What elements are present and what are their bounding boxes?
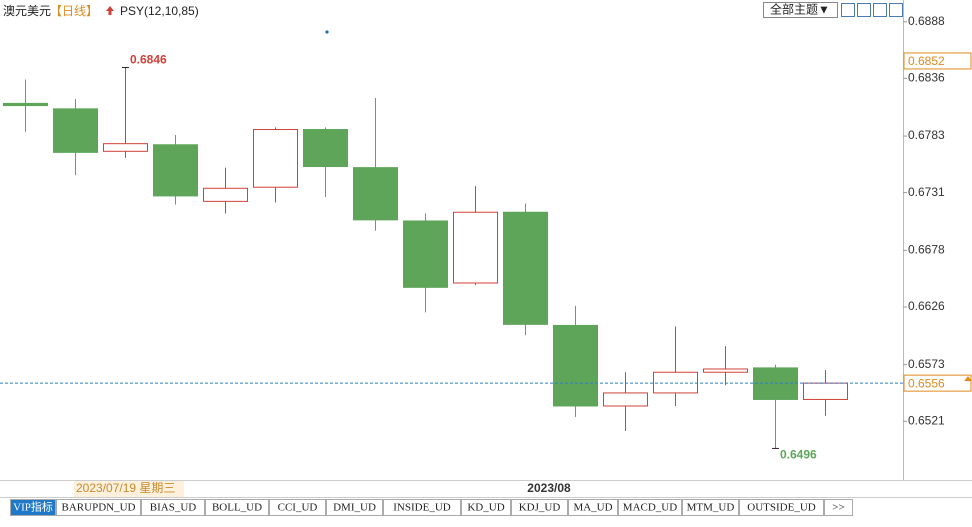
indicator-tab-label[interactable]: VIP指标 <box>13 500 53 514</box>
indicator-tab[interactable] <box>739 499 824 516</box>
y-tick-label: 0.6836 <box>908 71 945 85</box>
candle-body <box>403 220 448 288</box>
candle-body <box>703 368 748 373</box>
indicator-tab[interactable] <box>10 499 56 516</box>
indicator-tab[interactable] <box>205 499 269 516</box>
indicator-tab[interactable] <box>326 499 383 516</box>
indicator-tab-label[interactable]: MA_UD <box>573 502 612 514</box>
candle-body <box>803 382 848 400</box>
indicator-tab-label[interactable]: KD_UD <box>467 502 504 514</box>
y-tick-label: 0.6521 <box>908 413 945 427</box>
indicator-tab[interactable] <box>511 499 568 516</box>
nav-button[interactable] <box>857 3 871 17</box>
last-price-box <box>903 374 972 392</box>
indicator-tab[interactable] <box>824 499 853 516</box>
candle-body <box>253 129 298 188</box>
last-price-label: 0.6556 <box>908 376 945 390</box>
nav-buttons[interactable] <box>841 3 903 17</box>
y-tick-label: 0.6783 <box>908 128 945 142</box>
indicator: PSY(12,10,85) <box>120 4 199 18</box>
y-tick-label: 0.6573 <box>908 357 945 371</box>
indicator-tab[interactable] <box>682 499 739 516</box>
indicator-tab-label[interactable]: KDJ_UD <box>519 502 561 514</box>
y-tick-label: 0.6626 <box>908 299 945 313</box>
candle-body <box>103 143 148 152</box>
nav-button[interactable] <box>873 3 887 17</box>
high-label: 0.6846 <box>130 53 167 67</box>
indicator-tab-label[interactable]: BARUPDN_UD <box>62 502 136 514</box>
candle-body <box>603 392 648 407</box>
candle-body <box>503 211 548 325</box>
indicator-tab-label[interactable]: DMI_UD <box>333 502 376 514</box>
nav-button[interactable] <box>841 3 855 17</box>
indicator-tab-label[interactable]: MTM_UD <box>687 502 735 514</box>
marker-dot <box>325 30 329 34</box>
indicator-tab[interactable] <box>56 499 141 516</box>
y-tick-label: 0.6888 <box>908 14 945 28</box>
indicator-tab[interactable] <box>461 499 511 516</box>
candle-body <box>653 371 698 394</box>
y-tick-label: 0.6678 <box>908 243 945 257</box>
candle-body <box>753 367 798 400</box>
indicator-tab[interactable] <box>141 499 205 516</box>
price-tag-box <box>903 52 972 70</box>
cursor-label-bg <box>74 481 184 497</box>
indicator-tab[interactable] <box>383 499 461 516</box>
indicator-tab[interactable] <box>618 499 682 516</box>
y-tick-label: 0.6731 <box>908 185 945 199</box>
indicator-tab-label[interactable]: BOLL_UD <box>212 502 262 514</box>
candle-body <box>53 108 98 153</box>
candle-body <box>553 324 598 407</box>
theme-button-label[interactable]: 全部主题▼ <box>770 2 830 17</box>
cursor-label: 2023/07/19 星期三 <box>76 481 175 495</box>
candle-body <box>353 167 398 221</box>
candle-body <box>153 144 198 197</box>
x-tick-label: 2023/08 <box>527 481 571 495</box>
indicator-tab-label[interactable]: OUTSIDE_UD <box>747 502 815 514</box>
candle-body <box>203 187 248 202</box>
indicator-tab[interactable] <box>269 499 326 516</box>
indicator-tab-label[interactable]: BIAS_UD <box>150 502 197 514</box>
last-price-arrow <box>964 376 972 382</box>
indicator-tab-label[interactable]: MACD_UD <box>623 502 677 514</box>
nav-button[interactable] <box>889 3 903 17</box>
price-tag-label: 0.6852 <box>908 54 945 68</box>
candle-body <box>453 211 498 284</box>
symbol: 澳元美元 <box>3 4 51 18</box>
candle-body <box>303 129 348 168</box>
indicator-tab[interactable] <box>568 499 618 516</box>
indicator-tab-label[interactable]: >> <box>832 502 844 514</box>
indicator-icon <box>106 6 114 15</box>
theme-button[interactable] <box>763 2 838 18</box>
indicator-tab-label[interactable]: CCI_UD <box>278 502 318 514</box>
indicator-tab-label[interactable]: INSIDE_UD <box>393 502 450 514</box>
period: 【日线】 <box>50 4 98 18</box>
candle-body <box>3 102 48 107</box>
low-label: 0.6496 <box>780 448 817 462</box>
